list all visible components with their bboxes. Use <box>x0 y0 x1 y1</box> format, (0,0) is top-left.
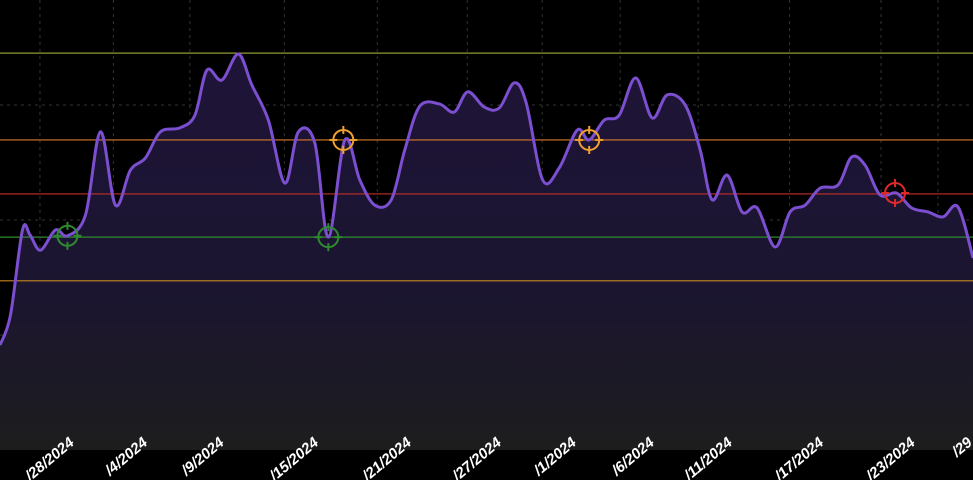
line <box>0 52 973 346</box>
crosshair-marker <box>314 223 343 252</box>
area <box>0 53 973 450</box>
crosshair-marker <box>53 221 82 250</box>
crosshair-marker <box>575 125 604 154</box>
crosshair-marker <box>329 125 358 154</box>
crosshair-marker <box>881 179 910 208</box>
